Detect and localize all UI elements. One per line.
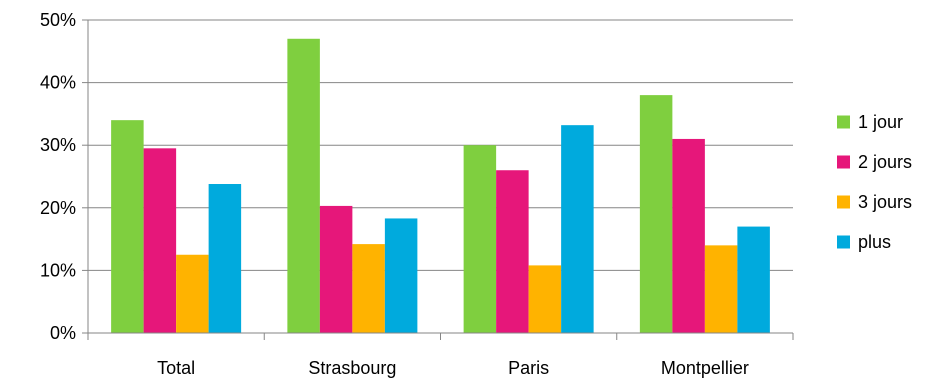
bar	[639, 95, 673, 334]
bar	[704, 245, 738, 333]
y-tick-label: 10%	[40, 260, 76, 280]
y-tick-label: 20%	[40, 198, 76, 218]
bar	[496, 170, 529, 333]
axes	[82, 19, 794, 340]
y-tick-label: 30%	[40, 135, 76, 155]
bar	[111, 120, 144, 333]
bar	[319, 205, 353, 333]
y-tick-label: 50%	[40, 10, 76, 30]
bar	[143, 148, 177, 333]
bar	[528, 265, 562, 333]
legend-label: plus	[858, 232, 891, 252]
bar	[672, 138, 705, 333]
x-tick-label: Total	[157, 358, 195, 378]
bar	[176, 254, 209, 333]
y-tick-label: 40%	[40, 73, 76, 93]
legend: 1 jour 2 jours 3 jours plus	[837, 112, 912, 252]
bar	[208, 184, 242, 333]
x-tick-label: Montpellier	[661, 358, 749, 378]
bars	[111, 38, 770, 334]
legend-swatch	[837, 195, 850, 209]
bar	[737, 226, 770, 333]
legend-label: 1 jour	[858, 112, 903, 132]
bar	[287, 38, 320, 333]
x-axis-ticks: Total Strasbourg Paris Montpellier	[157, 358, 749, 378]
legend-swatch	[837, 155, 850, 169]
x-tick-label: Paris	[508, 358, 549, 378]
legend-label: 2 jours	[858, 152, 912, 172]
legend-swatch	[837, 115, 850, 129]
legend-label: 3 jours	[858, 192, 912, 212]
legend-swatch	[837, 235, 850, 249]
bar	[463, 145, 497, 333]
y-tick-label: 0%	[50, 323, 76, 343]
y-axis-ticks: 0% 10% 20% 30% 40% 50%	[40, 10, 76, 343]
bar	[352, 244, 385, 333]
bar	[384, 218, 418, 333]
bar	[561, 125, 594, 333]
x-tick-label: Strasbourg	[308, 358, 396, 378]
